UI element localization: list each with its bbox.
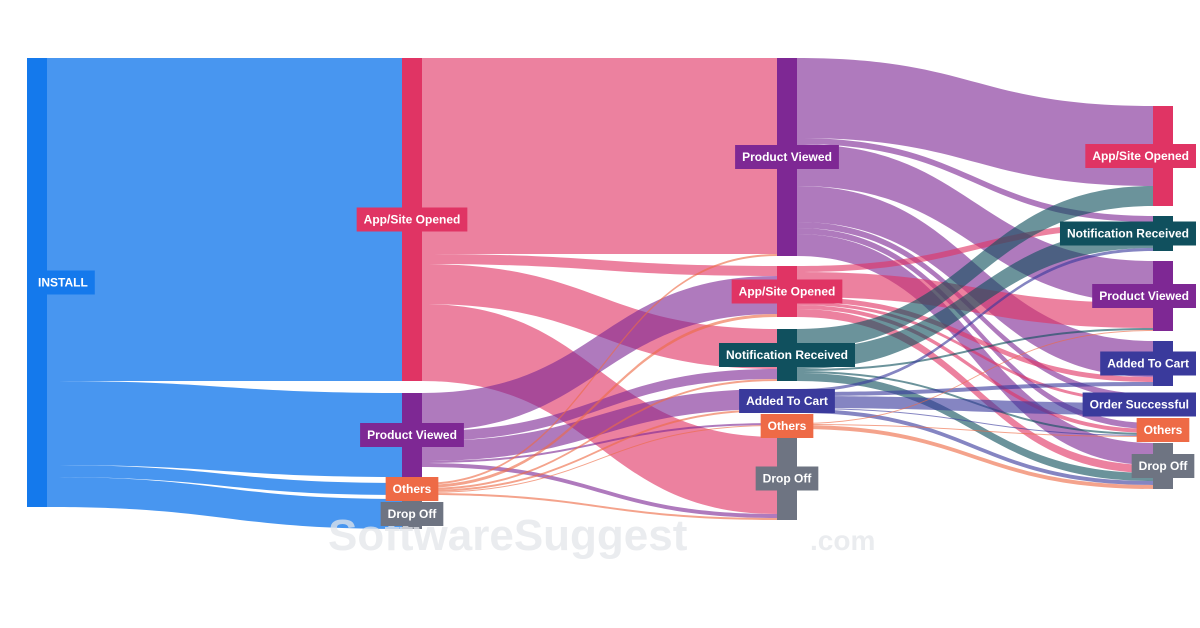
node-label-box: [1059, 221, 1196, 246]
node-label-oth3: Others: [1136, 418, 1190, 442]
node-label-box: [380, 502, 444, 526]
node-label-box: [1136, 418, 1190, 442]
link-pv1-to-app2: [422, 276, 777, 431]
node-label-box: [1131, 454, 1195, 478]
link-install-to-pv1: [47, 381, 402, 477]
node-label-text: Drop Off: [388, 507, 438, 521]
node-label-box: [718, 343, 856, 367]
node-label-text: Product Viewed: [1099, 289, 1189, 303]
node-label-box: [360, 423, 464, 447]
node-label-text: INSTALL: [38, 276, 88, 290]
link-cart2-to-order3: [797, 396, 1153, 415]
node-label-box: [31, 270, 95, 295]
link-pv2-to-cart3: [797, 186, 1153, 377]
node-label-box: [385, 477, 439, 501]
node-label-text: Order Successful: [1090, 398, 1189, 412]
node-label-notif3: Notification Received: [1059, 221, 1196, 246]
node-label-text: Others: [768, 419, 807, 433]
node-label-text: Drop Off: [1139, 459, 1189, 473]
link-notif2-to-app3: [797, 186, 1153, 349]
link-pv1-to-cart2: [422, 389, 777, 461]
node-label-notif2: Notification Received: [718, 343, 856, 367]
node-label-box: [1082, 392, 1196, 417]
node-label-box: [731, 279, 843, 304]
link-app2-to-cart3: [797, 297, 1153, 382]
links-layer: [47, 58, 1153, 529]
link-oth1-to-notif2: [422, 379, 777, 490]
node-label-app3: App/Site Opened: [1085, 144, 1196, 168]
link-pv2-to-notif3: [797, 138, 1153, 222]
node-label-text: Product Viewed: [742, 150, 832, 164]
link-oth2-to-pv3: [797, 330, 1153, 424]
node-label-box: [1100, 351, 1196, 376]
node-label-app1: App/Site Opened: [356, 207, 468, 232]
labels-layer: INSTALL App/Site Opened Product Viewed Othe…: [31, 144, 1196, 526]
node-label-text: Notification Received: [726, 348, 848, 362]
link-notif2-to-notif3: [797, 228, 1153, 369]
node-label-pv3: Product Viewed: [1092, 284, 1196, 308]
watermark-suffix: .com: [810, 525, 875, 556]
node-label-app2: App/Site Opened: [731, 279, 843, 304]
link-oth1-to-pv2: [422, 254, 777, 485]
node-label-text: App/Site Opened: [1092, 149, 1189, 163]
node-label-text: Others: [393, 482, 432, 496]
link-cart2-to-notif3: [797, 248, 1153, 392]
link-oth1-to-app2: [422, 314, 777, 488]
node-label-box: [755, 466, 819, 491]
link-install-to-app1: [47, 58, 402, 381]
link-app2-to-notif3: [797, 222, 1153, 272]
link-app2-to-oth3: [797, 305, 1153, 433]
node-label-text: Added To Cart: [1107, 357, 1189, 371]
link-app1-to-pv2: [422, 58, 777, 254]
node-label-box: [1092, 284, 1196, 308]
node-label-text: Others: [1144, 423, 1183, 437]
link-oth1-to-drop2: [422, 493, 777, 520]
node-label-order3: Order Successful: [1082, 392, 1196, 417]
node-label-text: App/Site Opened: [739, 285, 836, 299]
node-label-text: Product Viewed: [367, 428, 457, 442]
node-label-install: INSTALL: [31, 270, 95, 295]
node-label-oth2: Others: [760, 414, 814, 438]
node-label-pv1: Product Viewed: [360, 423, 464, 447]
link-install-to-oth1: [47, 465, 402, 495]
node-label-box: [760, 414, 814, 438]
node-label-cart3: Added To Cart: [1100, 351, 1196, 376]
link-oth2-to-drop3: [797, 425, 1153, 489]
node-label-drop2: Drop Off: [755, 466, 819, 491]
link-cart2-to-cart3: [797, 382, 1153, 396]
node-label-box: [356, 207, 468, 232]
node-label-text: Drop Off: [763, 472, 813, 486]
link-app1-to-app2: [422, 254, 777, 276]
node-label-drop3: Drop Off: [1131, 454, 1195, 478]
link-pv1-to-oth2: [422, 423, 777, 463]
node-label-drop1: Drop Off: [380, 502, 444, 526]
node-label-text: App/Site Opened: [364, 213, 461, 227]
link-pv2-to-oth3: [797, 228, 1153, 429]
link-install-to-drop1: [47, 477, 402, 529]
link-oth1-to-oth2: [422, 425, 777, 493]
link-oth1-to-cart2: [422, 409, 777, 492]
link-app2-to-order3: [797, 302, 1153, 403]
link-oth2-to-oth3: [797, 424, 1153, 437]
link-app1-to-notif2: [422, 264, 777, 369]
link-pv1-to-notif2: [422, 369, 777, 441]
node-label-oth1: Others: [385, 477, 439, 501]
link-notif2-to-pv3: [797, 328, 1153, 371]
link-cart2-to-oth3: [797, 408, 1153, 436]
link-notif2-to-drop3: [797, 373, 1153, 481]
node-label-cart2: Added To Cart: [739, 389, 835, 413]
node-label-box: [735, 145, 839, 169]
node-label-text: Added To Cart: [746, 394, 828, 408]
link-pv2-to-app3: [797, 58, 1153, 186]
node-label-text: Notification Received: [1067, 227, 1189, 241]
node-label-box: [1085, 144, 1196, 168]
node-label-box: [739, 389, 835, 413]
node-label-pv2: Product Viewed: [735, 145, 839, 169]
link-cart2-to-drop3: [797, 409, 1153, 485]
link-pv1-to-drop2: [422, 463, 777, 518]
